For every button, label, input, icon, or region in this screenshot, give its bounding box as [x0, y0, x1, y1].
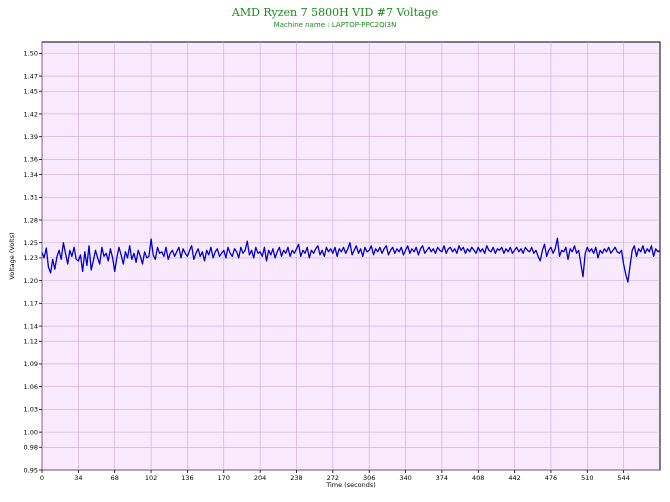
x-tick-label: 204	[254, 474, 266, 482]
x-tick-label: 510	[581, 474, 593, 482]
y-tick-label: 1.50	[24, 50, 38, 58]
x-tick-label: 408	[472, 474, 484, 482]
y-tick-label: 1.47	[24, 72, 38, 80]
y-tick-label: 0.98	[24, 444, 38, 452]
y-tick-label: 1.31	[24, 194, 38, 202]
y-tick-label: 1.17	[24, 300, 38, 308]
x-tick-label: 374	[436, 474, 448, 482]
x-axis-label: Time (seconds)	[325, 481, 376, 489]
y-axis-label: Voltage (Volts)	[8, 232, 16, 279]
x-tick-label: 306	[363, 474, 375, 482]
y-tick-label: 1.09	[24, 360, 38, 368]
y-axis-ticks: 0.95 0.98 1.00 1.03 1.06 1.09 1.12 1.14 1.17 1.20…	[24, 50, 42, 474]
x-tick-label: 102	[145, 474, 157, 482]
chart-title: AMD Ryzen 7 5800H VID #7 Voltage	[231, 6, 438, 19]
x-tick-label: 340	[399, 474, 411, 482]
x-axis-ticks: 0 34 68 102 136 170 204 238 272 306 340 374 408 442 47…	[40, 470, 630, 482]
x-tick-label: 170	[218, 474, 230, 482]
y-tick-label: 1.20	[24, 277, 38, 285]
plot-area	[41, 41, 661, 471]
x-tick-label: 0	[40, 474, 44, 482]
y-tick-label: 1.36	[24, 156, 38, 164]
x-tick-label: 136	[181, 474, 193, 482]
y-tick-label: 1.03	[24, 406, 38, 414]
y-tick-label: 1.12	[24, 338, 38, 346]
y-tick-label: 1.23	[24, 254, 38, 262]
y-tick-label: 1.14	[24, 322, 38, 330]
y-tick-label: 1.00	[24, 428, 38, 436]
x-tick-label: 238	[290, 474, 302, 482]
y-tick-label: 1.34	[24, 171, 38, 179]
y-tick-label: 0.95	[24, 466, 38, 474]
y-tick-label: 1.28	[24, 216, 38, 224]
x-tick-label: 544	[617, 474, 629, 482]
chart-subtitle: Machine name : LAPTOP-PPC2QI3N	[274, 21, 397, 29]
x-tick-label: 68	[111, 474, 119, 482]
y-tick-label: 1.39	[24, 133, 38, 141]
x-tick-label: 476	[545, 474, 557, 482]
x-tick-label: 34	[74, 474, 82, 482]
y-tick-label: 1.45	[24, 88, 38, 96]
y-tick-label: 1.25	[24, 239, 38, 247]
grid-lines	[41, 42, 660, 471]
y-tick-label: 1.42	[24, 110, 38, 118]
x-tick-label: 272	[327, 474, 339, 482]
y-tick-label: 1.06	[24, 383, 38, 391]
x-tick-label: 442	[508, 474, 520, 482]
voltage-series-line	[41, 237, 661, 283]
